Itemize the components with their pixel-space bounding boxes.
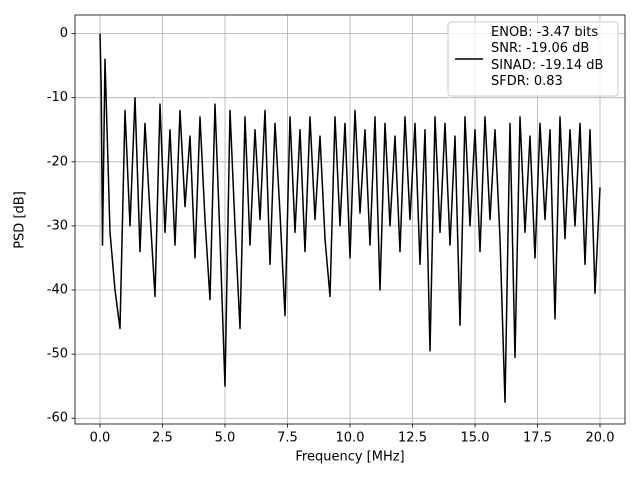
y-tick-label: -20: [47, 154, 68, 169]
x-tick-label: 15.0: [461, 431, 490, 446]
x-tick-label: 5.0: [215, 431, 236, 446]
x-axis-label: Frequency [MHz]: [295, 450, 404, 465]
y-tick-label: -40: [47, 283, 68, 298]
x-tick-label: 10.0: [336, 431, 365, 446]
legend-label: ENOB: -3.47 bits SNR: -19.06 dB SINAD: -…: [491, 25, 604, 89]
y-tick-label: -50: [47, 347, 68, 362]
x-tick-label: 7.5: [277, 431, 298, 446]
x-tick-label: 12.5: [398, 431, 427, 446]
x-tick-label: 20.0: [586, 431, 615, 446]
y-tick-label: -60: [47, 411, 68, 426]
x-tick-label: 2.5: [152, 431, 173, 446]
x-tick-label: 0.0: [90, 431, 111, 446]
x-tick-label: 17.5: [523, 431, 552, 446]
line: [99, 33, 601, 403]
y-tick-label: -30: [47, 218, 68, 233]
y-tick-label: -10: [47, 90, 68, 105]
plot-frame: [74, 14, 626, 425]
y-tick-label: 0: [60, 26, 68, 41]
y-axis-label: PSD [dB]: [13, 191, 28, 249]
legend-box: [447, 21, 619, 97]
